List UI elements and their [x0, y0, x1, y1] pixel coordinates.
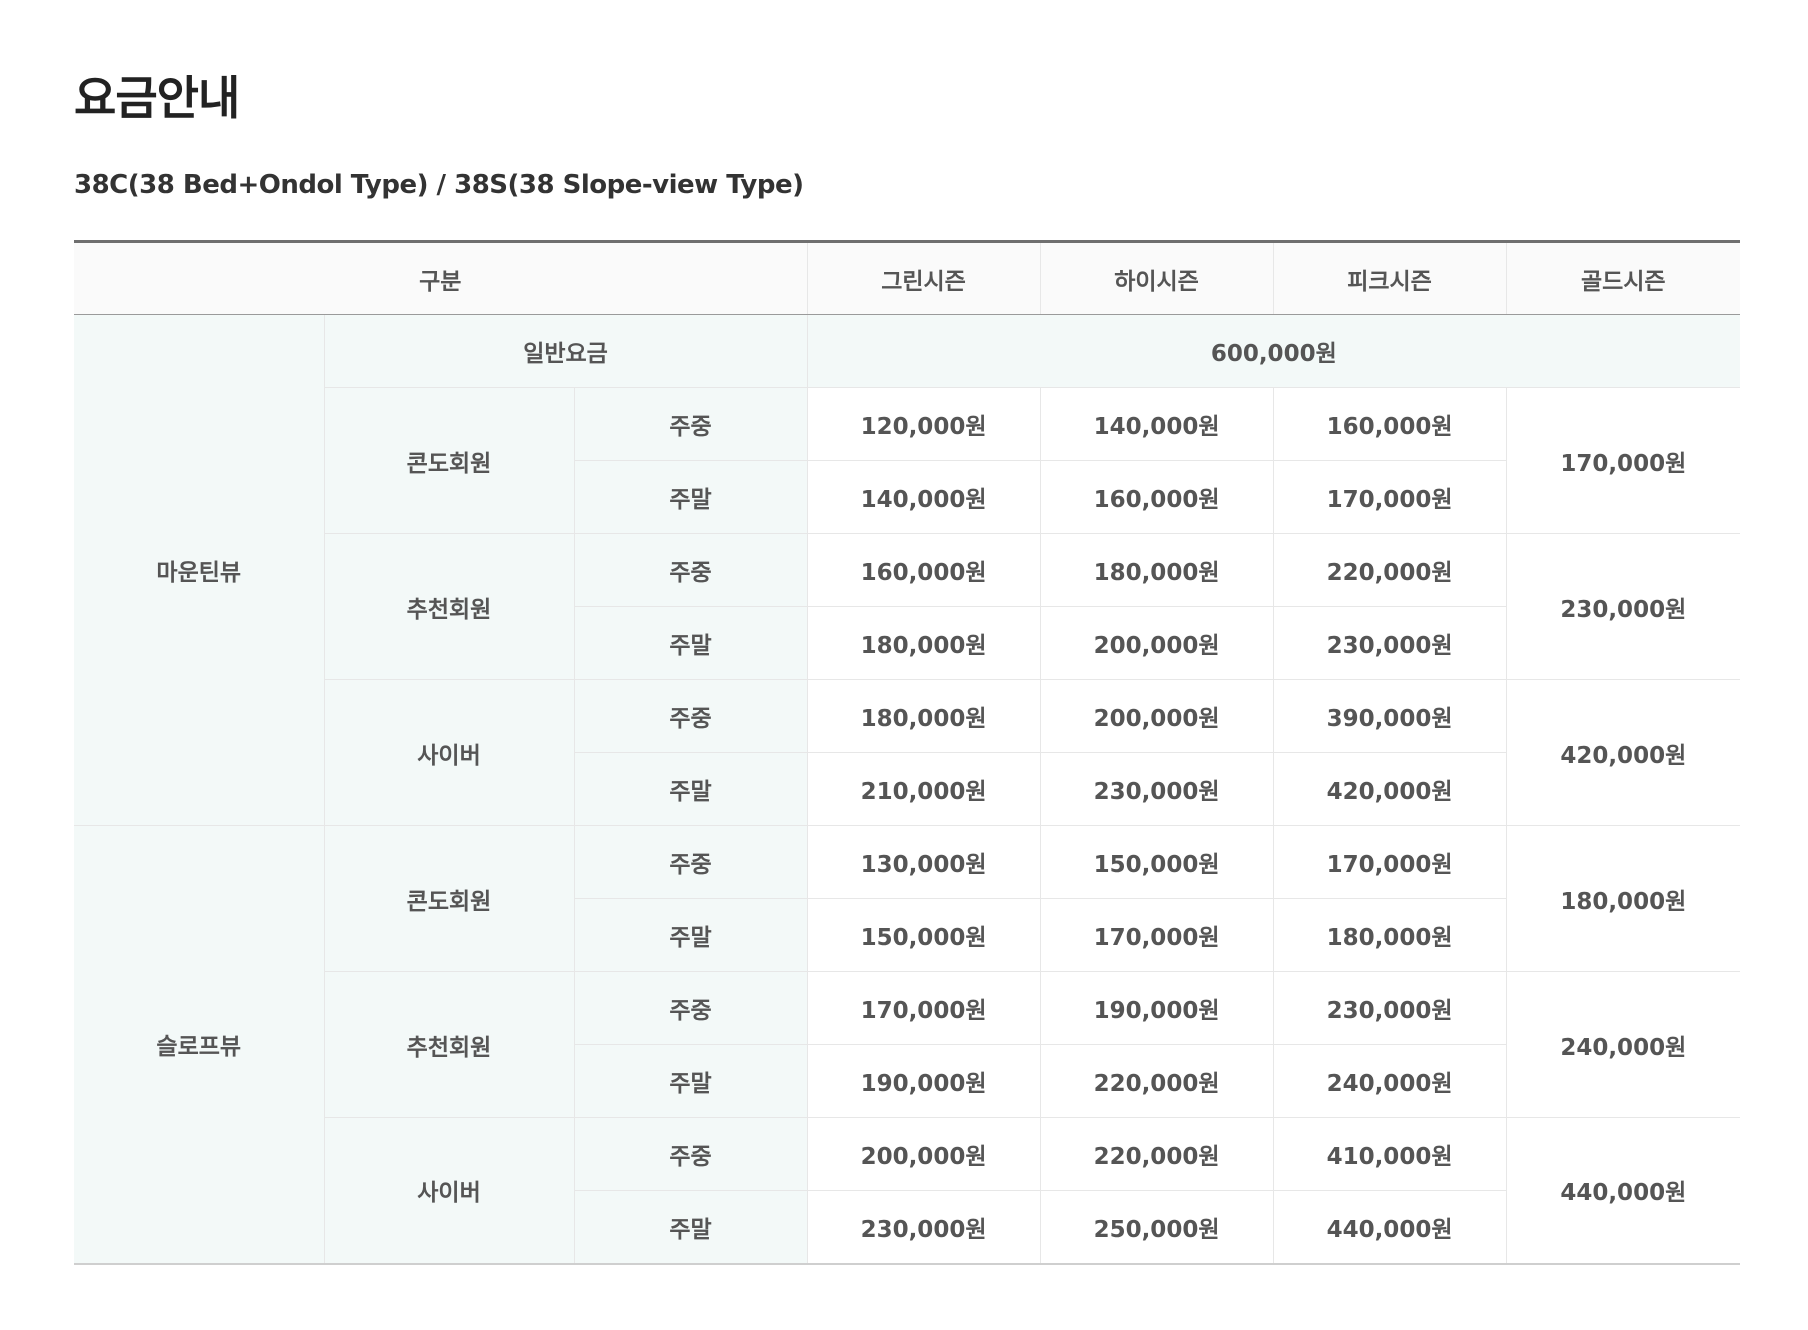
page-title: 요금안내 [74, 71, 240, 125]
rate-cell: 220,000원 [1039, 1117, 1274, 1191]
member-type-label: 추천회원 [324, 971, 575, 1118]
weekday-label: 주중 [573, 387, 808, 461]
table-row: 주말 150,000원 170,000원 180,000원 [74, 898, 1740, 972]
weekday-label: 주중 [573, 679, 808, 753]
gold-season-rate: 170,000원 [1505, 387, 1741, 534]
weekend-label: 주말 [574, 460, 808, 534]
table-header-row: 구분 그린시즌 하이시즌 피크시즌 골드시즌 [74, 241, 1741, 315]
rate-cell: 250,000원 [1039, 1190, 1274, 1264]
rate-cell: 160,000원 [1272, 387, 1507, 461]
weekend-label: 주말 [574, 1190, 808, 1264]
room-type-subtitle: 38C(38 Bed+Ondol Type) / 38S(38 Slope-vi… [74, 170, 804, 200]
table-row: 사이버 주중 200,000원 220,000원 410,000원 440,000원 [74, 1117, 1741, 1264]
rate-cell: 150,000원 [1039, 825, 1274, 899]
gold-season-rate: 230,000원 [1505, 533, 1741, 680]
gold-season-rate: 240,000원 [1505, 971, 1741, 1118]
rate-cell: 210,000원 [806, 752, 1041, 826]
gold-season-rate: 180,000원 [1505, 825, 1741, 972]
rate-cell: 120,000원 [806, 387, 1041, 461]
rate-cell: 130,000원 [806, 825, 1041, 899]
weekend-label: 주말 [574, 1044, 808, 1118]
rate-cell: 420,000원 [1272, 752, 1507, 826]
rate-cell: 160,000원 [1039, 460, 1274, 534]
table-row: 마운틴뷰 일반요금 600,000원 [74, 314, 1741, 826]
rate-cell: 220,000원 [1272, 533, 1507, 607]
rate-cell: 180,000원 [806, 679, 1041, 753]
weekday-label: 주중 [573, 971, 808, 1045]
rate-cell: 230,000원 [1272, 971, 1507, 1045]
table-row: 콘도회원 주중 120,000원 140,000원 160,000원 170,000원 [74, 387, 1741, 534]
rate-cell: 230,000원 [1039, 752, 1274, 826]
rate-cell: 150,000원 [806, 898, 1041, 972]
table-row: 주말 210,000원 230,000원 420,000원 [74, 752, 1740, 826]
header-category: 구분 [74, 241, 808, 315]
member-type-label: 콘도회원 [323, 825, 575, 972]
rate-cell: 200,000원 [806, 1117, 1041, 1191]
member-type-label: 콘도회원 [324, 387, 575, 534]
rate-cell: 230,000원 [1272, 606, 1507, 680]
table-row: 추천회원 주중 170,000원 190,000원 230,000원 240,000원 [74, 971, 1741, 1118]
header-green-season: 그린시즌 [806, 241, 1041, 315]
header-gold-season: 골드시즌 [1505, 241, 1741, 315]
table-row: 사이버 주중 180,000원 200,000원 390,000원 420,000원 [74, 679, 1741, 826]
header-high-season: 하이시즌 [1039, 241, 1274, 315]
rate-cell: 440,000원 [1272, 1190, 1507, 1264]
view-label: 마운틴뷰 [74, 314, 325, 826]
weekend-label: 주말 [574, 752, 808, 826]
rate-cell: 200,000원 [1039, 606, 1274, 680]
table-row: 주말 230,000원 250,000원 440,000원 [74, 1190, 1740, 1264]
header-peak-season: 피크시즌 [1272, 241, 1507, 315]
weekday-label: 주중 [573, 825, 808, 899]
rate-cell: 390,000원 [1272, 679, 1507, 753]
rate-cell: 170,000원 [1039, 898, 1274, 972]
table-row: 주말 140,000원 160,000원 170,000원 [74, 460, 1740, 534]
rate-cell: 180,000원 [1272, 898, 1507, 972]
weekend-label: 주말 [574, 606, 808, 680]
rate-cell: 220,000원 [1039, 1044, 1274, 1118]
rate-cell: 140,000원 [806, 460, 1041, 534]
rate-table-body: 마운틴뷰 일반요금 600,000원 콘도회원 주중 120,000원 140,000원 16… [74, 314, 1741, 1264]
weekday-label: 주중 [573, 533, 808, 607]
rate-cell: 170,000원 [1272, 825, 1507, 899]
weekday-label: 주중 [573, 1117, 808, 1191]
rate-cell: 170,000원 [806, 971, 1041, 1045]
rate-cell: 170,000원 [1272, 460, 1507, 534]
rate-cell: 140,000원 [1039, 387, 1274, 461]
member-type-label: 사이버 [324, 679, 575, 826]
rate-cell: 200,000원 [1039, 679, 1274, 753]
gold-season-rate: 440,000원 [1505, 1117, 1741, 1264]
gold-season-rate: 420,000원 [1505, 679, 1741, 826]
rate-cell: 190,000원 [1039, 971, 1274, 1045]
rate-cell: 230,000원 [806, 1190, 1041, 1264]
rate-cell: 410,000원 [1272, 1117, 1507, 1191]
rate-table: 구분 그린시즌 하이시즌 피크시즌 골드시즌 마운틴뷰 일반요금 600,000원 콘… [74, 240, 1741, 1265]
general-fee-value: 600,000원 [806, 314, 1741, 388]
table-row: 추천회원 주중 160,000원 180,000원 220,000원 230,000원 [74, 533, 1741, 680]
rate-cell: 190,000원 [806, 1044, 1041, 1118]
general-fee-label: 일반요금 [323, 314, 808, 388]
member-type-label: 추천회원 [324, 533, 575, 680]
rate-cell: 160,000원 [806, 533, 1041, 607]
view-label: 슬로프뷰 [74, 825, 325, 1264]
table-row: 주말 180,000원 200,000원 230,000원 [74, 606, 1740, 680]
rate-cell: 180,000원 [806, 606, 1041, 680]
rate-cell: 240,000원 [1272, 1044, 1507, 1118]
table-row: 주말 190,000원 220,000원 240,000원 [74, 1044, 1740, 1118]
member-type-label: 사이버 [324, 1117, 575, 1264]
rate-cell: 180,000원 [1039, 533, 1274, 607]
weekend-label: 주말 [574, 898, 808, 972]
table-row: 슬로프뷰 콘도회원 주중 130,000원 150,000원 170,000원 180,00… [74, 825, 1741, 1264]
